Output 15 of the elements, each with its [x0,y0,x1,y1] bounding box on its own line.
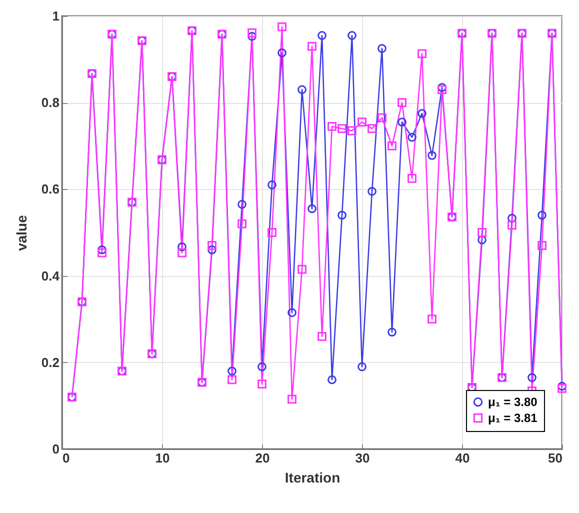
y-tick-label: 0.6 [41,182,60,197]
legend-label: μ₁ = 3.81 [488,411,538,425]
x-tick-label: 30 [355,450,370,466]
x-axis-title: Iteration [284,470,340,486]
y-tick-label: 0.2 [41,354,60,370]
y-tick-label: 0.8 [41,95,60,110]
x-tick-label: 50 [548,450,562,466]
x-tick-label: 0 [62,450,70,466]
y-axis-title: value [13,214,30,251]
y-tick-label: 1 [52,8,60,24]
x-tick-label: 40 [455,450,470,466]
x-tick-label: 10 [155,450,170,466]
y-tick-label: 0.4 [41,268,60,284]
legend-label: μ₁ = 3.80 [488,395,538,409]
x-tick-label: 20 [255,450,270,466]
